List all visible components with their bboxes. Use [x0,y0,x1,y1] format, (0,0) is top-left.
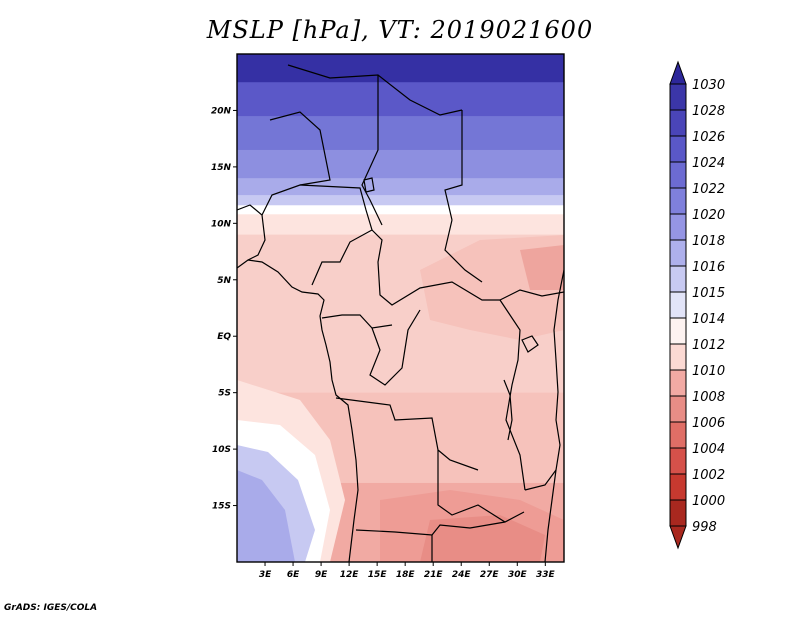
x-tick-label: 24E [452,570,472,580]
border-drc-east [499,299,526,491]
border-tanzania-mozambique [524,469,557,491]
plot-frame [236,53,565,563]
colorbar-label: 998 [692,520,717,535]
x-axis: 3E 6E 9E 12E 15E 18E 21E 24E 27E 30E 33E [259,562,556,580]
x-tick-label: 21E [424,570,444,580]
y-tick-label: EQ [217,332,231,342]
southern-low-patch [420,515,545,562]
colorbar-label: 1022 [692,182,725,197]
y-axis: 20N 15N 10N 5N EQ 5S 10S 15S [211,106,237,512]
border-cameroon-gabon [321,314,393,329]
colorbar-swatch [669,213,687,241]
y-tick-label: 15S [212,502,231,512]
border-west-africa [237,204,266,261]
colorbar-swatch [669,83,687,111]
y-tick-label: 20N [211,106,232,116]
colorbar-swatch [669,473,687,501]
grads-credit: GrADS: IGES/COLA [4,603,98,613]
y-tick-label: 10S [212,445,231,455]
colorbar-swatch [669,369,687,397]
pressure-field [237,54,564,562]
chart-title: MSLP [hPa], VT: 2019021600 [206,16,594,44]
coastline-west [237,259,359,562]
border-mali-niger [261,111,331,216]
colorbar-swatch [669,395,687,423]
colorbar-swatch [669,161,687,189]
x-tick-label: 3E [259,570,272,580]
colorbar-swatch [669,447,687,475]
colorbar-label: 1004 [692,442,725,457]
colorbar-label: 1026 [692,130,725,145]
colorbar-swatch [669,499,687,527]
x-tick-label: 27E [480,570,500,580]
colorbar-label: 1002 [692,468,725,483]
colorbar-label: 1012 [692,338,725,353]
x-tick-label: 9E [315,570,328,580]
border-sudan-south [499,289,564,301]
lake-victoria [521,335,539,353]
lake-tanganyika [503,379,513,441]
colorbar-label: 1010 [692,364,725,379]
border-cameroon-car [371,229,500,306]
colorbar-label: 1015 [692,286,725,301]
border-libya-sudan [444,110,463,221]
plot-area [237,54,564,562]
colorbar-swatch [669,187,687,215]
border-algeria-niger [287,64,463,116]
colorbar-swatch [669,317,687,345]
colorbar-label: 1008 [692,390,725,405]
colorbar-swatch [669,343,687,371]
colorbar-label: 1006 [692,416,725,431]
lake-chad [363,177,375,193]
colorbar-label: 1014 [692,312,725,327]
colorbar-label: 1000 [692,494,725,509]
colorbar-top-arrow [669,60,687,85]
border-congo-drc [369,309,421,386]
colorbar-label: 1016 [692,260,725,275]
colorbar-label: 1028 [692,104,725,119]
country-borders [237,64,564,562]
y-tick-label: 5S [218,389,231,399]
colorbar-label: 1030 [692,78,725,93]
x-tick-label: 15E [368,570,388,580]
colorbar-label: 1020 [692,208,725,223]
border-nigeria [299,184,373,286]
colorbar-swatch [669,109,687,137]
colorbar: 1030 1028 1026 1024 1022 1020 1018 1016 1015 1014… [669,60,725,550]
y-tick-label: 5N [217,276,231,286]
colorbar-label: 1018 [692,234,725,249]
colorbar-swatch [669,239,687,267]
colorbar-bottom-arrow [669,525,687,550]
x-tick-label: 18E [396,570,416,580]
colorbar-swatch [669,135,687,163]
y-tick-label: 10N [211,219,232,229]
x-tick-label: 12E [340,570,360,580]
x-tick-label: 6E [287,570,300,580]
border-zambia [437,450,506,523]
border-angola-north [335,397,479,471]
border-chad-sudan [444,219,483,283]
coastline-east [544,269,564,562]
colorbar-swatch [669,421,687,449]
ocean-high-band [237,470,295,562]
interior-low-patch [520,245,564,290]
border-niger-chad [361,75,383,226]
x-tick-label: 33E [536,570,556,580]
x-tick-label: 30E [508,570,528,580]
colorbar-swatch [669,265,687,293]
y-tick-label: 15N [211,163,232,173]
colorbar-label: 1024 [692,156,725,171]
colorbar-swatch [669,291,687,319]
